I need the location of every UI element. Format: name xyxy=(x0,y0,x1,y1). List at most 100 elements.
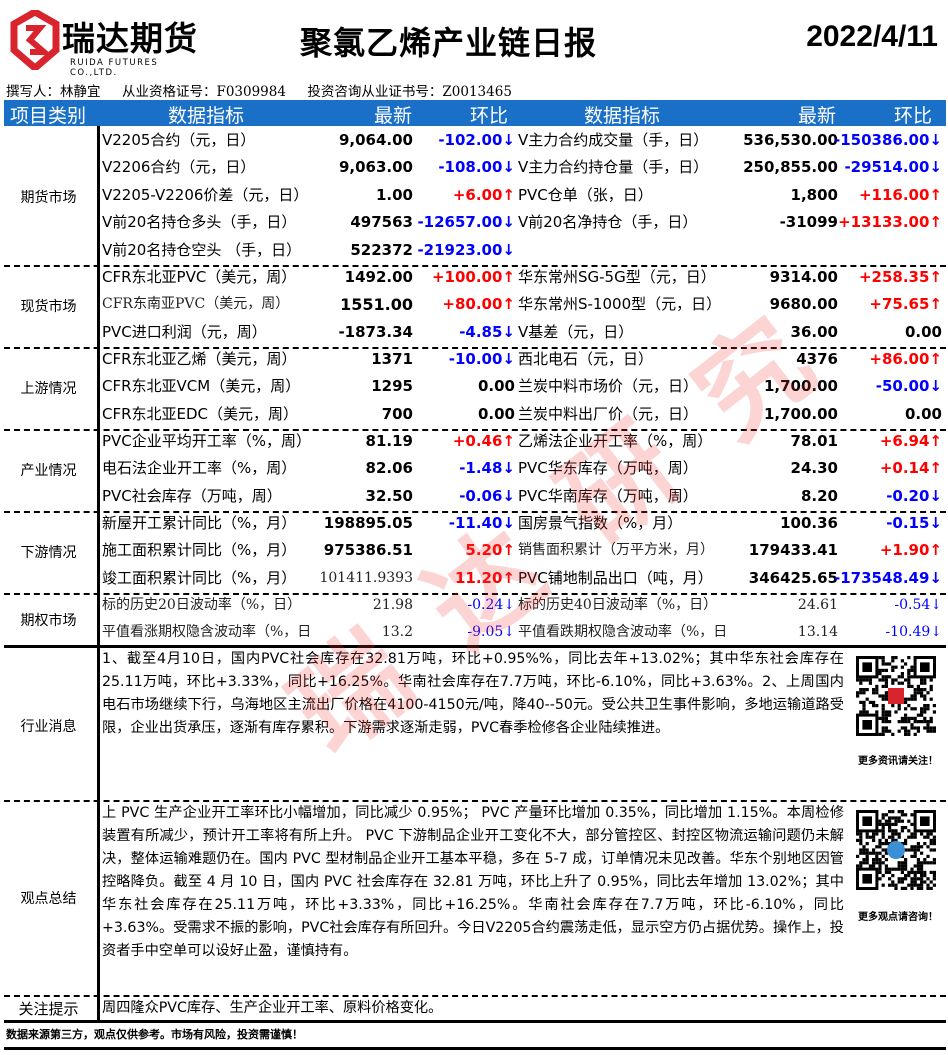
table-row: CFR东南亚PVC（美元，周） 1551.00 +80.00↑ 华东常州S-1000型… xyxy=(0,291,948,318)
indicator-name: 施工面积累计同比（%，月） xyxy=(102,541,297,560)
header-latest-1: 最新 xyxy=(374,105,413,127)
summary-label: 观点总结 xyxy=(20,891,77,907)
change-value: +13133.00↑ xyxy=(838,213,942,232)
latest-value: 179433.41 xyxy=(748,541,838,560)
indicator-name: 标的历史40日波动率（%，日） xyxy=(518,597,718,613)
section-label: 下游情况 xyxy=(20,545,77,562)
header-indicator-1: 数据指标 xyxy=(168,105,245,127)
qr-caption: 更多资讯请关注！ xyxy=(858,756,938,767)
table-row: V前20名持仓空头 （手，日） 522372 -21923.00↓ xyxy=(0,237,948,264)
change-value: -1.48↓ xyxy=(459,459,515,478)
qr-code-icon xyxy=(856,810,936,890)
change-value: -0.06↓ xyxy=(459,486,515,505)
indicator-name: V前20名净持仓（手，日） xyxy=(518,213,698,232)
ruida-logo-icon xyxy=(10,10,60,70)
logo-subtext: RUIDA FUTURES CO.,LTD. xyxy=(70,58,159,78)
table-row: CFR东北亚乙烯（美元，周） 1371 -10.00↓ 西北电石（元，日） 4376 +8… xyxy=(0,346,948,373)
indicator-name: V基差（元，日） xyxy=(518,322,634,341)
change-value: -0.54↓ xyxy=(894,597,942,613)
indicator-name: 国房景气指数（%，月） xyxy=(518,514,683,532)
indicator-name: 竣工面积累计同比（%，月） xyxy=(102,568,297,587)
header-indicator-2: 数据指标 xyxy=(584,105,661,127)
latest-value: 24.30 xyxy=(790,459,838,478)
indicator-name: PVC华东库存（万吨，周） xyxy=(518,459,698,478)
latest-value: 8.20 xyxy=(800,486,838,505)
header-category: 项目类别 xyxy=(10,105,87,127)
section-label: 期货市场 xyxy=(20,189,77,206)
change-value: -29514.00↓ xyxy=(844,158,942,177)
indicator-name: 新屋开工累计同比（%，月） xyxy=(102,514,297,532)
latest-value: 975386.51 xyxy=(323,541,413,560)
change-value: -0.24↓ xyxy=(467,597,515,613)
column-divider xyxy=(97,126,100,1022)
change-value: 0.00 xyxy=(477,404,515,423)
table-row: CFR东北亚EDC（美元，周） 700 0.00 兰炭中料出厂价（元，日） 1,700.… xyxy=(0,401,948,428)
change-value: 0.00 xyxy=(904,404,942,423)
latest-value: 13.2 xyxy=(381,624,413,641)
section-label: 期权市场 xyxy=(20,613,77,630)
indicator-name: PVC华南库存（万吨，周） xyxy=(518,486,698,505)
divider xyxy=(4,800,946,802)
change-value: 11.20↑ xyxy=(454,568,515,587)
indicator-name: PVC仓单（张，日） xyxy=(518,185,653,204)
divider xyxy=(4,265,946,267)
divider xyxy=(4,1047,946,1050)
table-row: 新屋开工累计同比（%，月） 198895.05 -11.40↓ 国房景气指数（%，月）… xyxy=(0,510,948,537)
change-value: +80.00↑ xyxy=(442,295,515,314)
qr-caption: 更多观点请咨询！ xyxy=(858,912,938,923)
indicator-name: V2205-V2206价差（元，日） xyxy=(102,185,309,204)
table-header: 项目类别 数据指标 最新 环比 数据指标 最新 环比 xyxy=(4,100,946,127)
latest-value: 700 xyxy=(381,404,413,423)
latest-value: 1.00 xyxy=(375,185,413,204)
change-value: -150386.00↓ xyxy=(834,131,942,149)
latest-value: 32.50 xyxy=(365,486,413,505)
section-label: 现货市场 xyxy=(20,299,77,316)
latest-value: 82.06 xyxy=(365,459,413,478)
latest-value: 78.01 xyxy=(790,432,838,450)
table-row: V2205合约（元，日） 9,064.00 -102.00↓ V主力合约成交量（手，日… xyxy=(0,127,948,154)
indicator-name: V主力合约成交量（手，日） xyxy=(518,131,709,149)
indicator-name: 西北电石（元，日） xyxy=(518,350,654,368)
qr-pattern xyxy=(856,656,936,736)
table-row: PVC进口利润（元，周） -1873.34 -4.85↓ V基差（元，日） 36.00 0… xyxy=(0,319,948,346)
indicator-name: 电石法企业开工率（%，周） xyxy=(102,459,297,478)
table-row: V2206合约（元，日） 9,063.00 -108.00↓ V主力合约持仓量（手，日… xyxy=(0,154,948,181)
latest-value: 1551.00 xyxy=(340,295,413,315)
change-value: +1.90↑ xyxy=(879,541,942,560)
change-value: +6.00↑ xyxy=(452,185,515,204)
indicator-name: 华东常州SG-5G型（元，日） xyxy=(518,268,716,286)
indicator-name: 平值看跌期权隐含波动率（%，日 xyxy=(518,624,728,641)
header-change-1: 环比 xyxy=(470,105,509,127)
change-value: 0.00 xyxy=(477,377,515,396)
change-value: -50.00↓ xyxy=(875,377,942,396)
indicator-name: PVC铺地制品出口（吨，月） xyxy=(518,568,713,587)
latest-value: 81.19 xyxy=(365,432,413,450)
indicator-name: CFR东北亚PVC（美元，周） xyxy=(102,268,297,286)
indicator-name: CFR东北亚VCM（美元，周） xyxy=(102,377,301,396)
change-value: -21923.00↓ xyxy=(417,240,515,259)
indicator-name: V主力合约持仓量（手，日） xyxy=(518,158,709,177)
latest-value: 522372 xyxy=(350,240,413,259)
indicator-name: 华东常州S-1000型（元，日） xyxy=(518,295,722,314)
latest-value: 1,800 xyxy=(790,185,838,204)
latest-value: 1492.00 xyxy=(344,268,413,286)
indicator-name: PVC进口利润（元，周） xyxy=(102,322,267,341)
table-row: 平值看涨期权隐含波动率（%，日 13.2 -9.05↓ 平值看跌期权隐含波动率（%，日… xyxy=(0,619,948,646)
latest-value: 1,700.00 xyxy=(763,404,838,423)
indicator-name: 销售面积累计（万平方米，月） xyxy=(518,542,714,559)
change-value: -9.05↓ xyxy=(467,624,515,641)
qr-code-icon xyxy=(856,656,936,736)
section-label: 上游情况 xyxy=(20,381,77,398)
divider xyxy=(4,1020,946,1023)
change-value: +6.94↑ xyxy=(879,432,942,450)
change-value: +75.65↑ xyxy=(869,295,942,314)
latest-value: 4376 xyxy=(796,350,838,368)
news-label: 行业消息 xyxy=(20,719,77,735)
indicator-name: 平值看涨期权隐含波动率（%，日 xyxy=(102,624,312,641)
news-text: 1、截至4月10日，国内PVC社会库存在32.81万吨，环比+0.95%%，同比… xyxy=(102,651,844,736)
table-row: 电石法企业开工率（%，周） 82.06 -1.48↓ PVC华东库存（万吨，周） 24.… xyxy=(0,455,948,482)
latest-value: 497563 xyxy=(350,213,413,232)
report-title: 聚氯乙烯产业链日报 xyxy=(300,24,598,62)
change-value: -10.00↓ xyxy=(448,350,515,368)
disclaimer: 数据来源第三方，观点仅供参考。市场有风险，投资需谨慎！ xyxy=(6,1028,303,1041)
